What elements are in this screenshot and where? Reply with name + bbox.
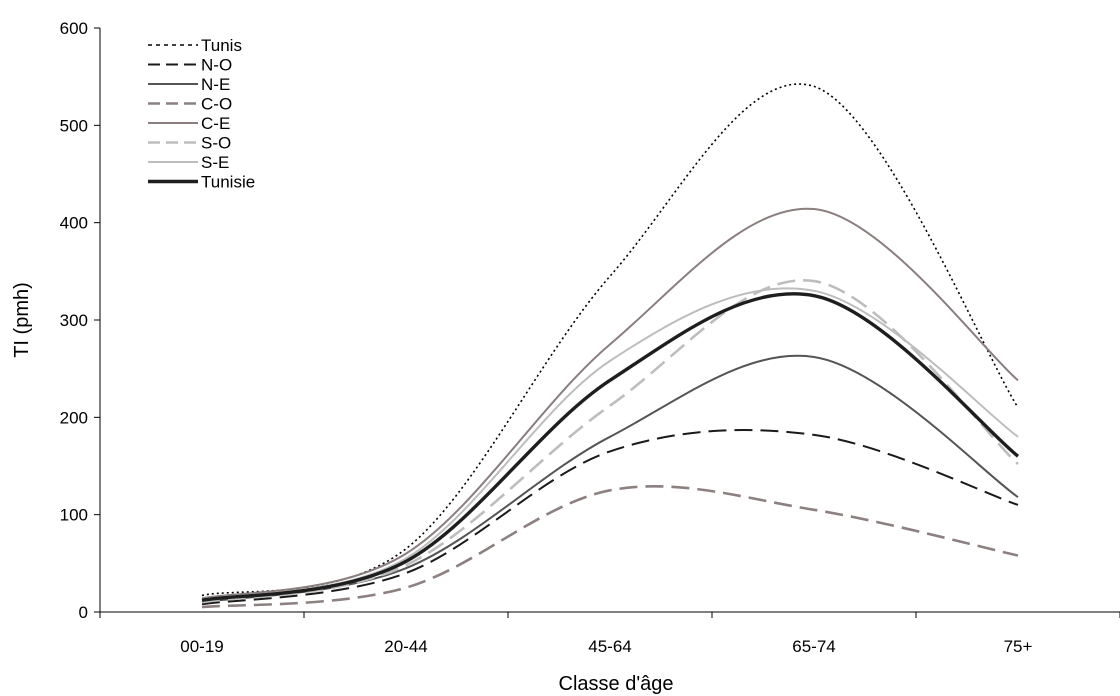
series-line-n-e [201,354,1019,604]
legend-label: C-O [201,95,232,114]
series-layer [201,83,1020,609]
y-tick-label: 0 [79,603,88,622]
legend-label: N-E [201,75,230,94]
series-line-c-e [201,207,1019,600]
x-axis-label: Classe d'âge [559,673,674,695]
x-tick-label: 20-44 [384,637,427,656]
x-tick-label: 00-19 [180,637,223,656]
y-axis-label: TI (pmh) [11,282,33,358]
legend-label: C-E [201,114,230,133]
series-line-tunis [201,83,1019,597]
x-tick-label: 45-64 [588,637,631,656]
series-line-s-e [201,287,1019,601]
x-tick-label: 75+ [1004,637,1033,656]
x-tick-label: 65-74 [792,637,835,656]
series-line-tunisie [201,292,1020,602]
y-tick-label: 600 [60,19,88,38]
y-tick-label: 100 [60,506,88,525]
series-line-n-o [201,429,1019,606]
y-tick-label: 400 [60,214,88,233]
legend-label: S-O [201,134,231,153]
legend-label: S-E [201,153,229,172]
legend-label: N-O [201,56,232,75]
legend-label: Tunisie [201,173,255,192]
y-tick-label: 300 [60,311,88,330]
y-tick-label: 200 [60,408,88,427]
legend-label: Tunis [201,36,242,55]
series-line-c-o [201,485,1019,609]
y-tick-label: 500 [60,116,88,135]
axes: 0 100 200 300 400 500 600 00-19 20-44 45-64 65-74 7… [60,19,1120,656]
series-line-s-o [201,279,1019,604]
